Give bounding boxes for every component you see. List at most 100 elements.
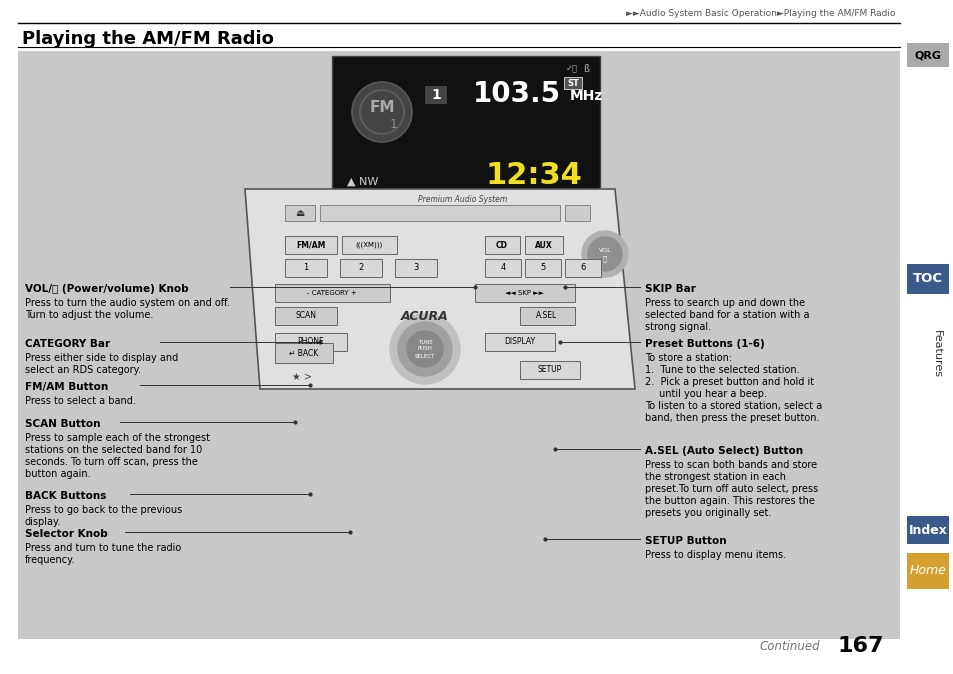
Polygon shape (245, 189, 635, 389)
Text: VOL/⏻ (Power/volume) Knob: VOL/⏻ (Power/volume) Knob (25, 284, 189, 294)
Bar (274, 284, 390, 302)
Text: SELECT: SELECT (415, 353, 435, 359)
Text: the button again. This restores the: the button again. This restores the (644, 496, 814, 506)
Text: 1: 1 (303, 264, 309, 272)
Text: Selector Knob: Selector Knob (25, 529, 108, 539)
Text: 1: 1 (431, 88, 440, 102)
Text: To listen to a stored station, select a: To listen to a stored station, select a (644, 401, 821, 411)
Bar (906, 516, 948, 544)
Circle shape (352, 82, 412, 142)
Text: seconds. To turn off scan, press the: seconds. To turn off scan, press the (25, 457, 197, 467)
Text: SETUP: SETUP (537, 365, 561, 375)
Bar (341, 236, 396, 254)
Text: Features: Features (931, 330, 941, 378)
Text: Press to search up and down the: Press to search up and down the (644, 298, 804, 308)
Text: FM/AM Button: FM/AM Button (25, 382, 108, 392)
Text: - CATEGORY +: - CATEGORY + (307, 290, 356, 296)
Text: A.SEL (Auto Select) Button: A.SEL (Auto Select) Button (644, 446, 802, 456)
Circle shape (390, 314, 459, 384)
Bar (519, 307, 575, 325)
Bar (475, 284, 575, 302)
Text: SETUP Button: SETUP Button (644, 536, 726, 546)
Text: 5: 5 (539, 264, 545, 272)
Text: Press to scan both bands and store: Press to scan both bands and store (644, 460, 817, 470)
Text: AUX: AUX (535, 241, 553, 249)
Text: button again.: button again. (25, 469, 91, 479)
Bar (484, 236, 519, 254)
Bar (285, 236, 336, 254)
Text: (((XM))): (((XM))) (355, 242, 382, 248)
Text: 1.  Tune to the selected station.: 1. Tune to the selected station. (644, 365, 799, 375)
Text: Press to turn the audio system on and off.: Press to turn the audio system on and of… (25, 298, 230, 308)
Bar (424, 86, 447, 104)
Text: ST: ST (566, 78, 578, 88)
Text: select an RDS category.: select an RDS category. (25, 365, 141, 375)
Text: ⏏: ⏏ (295, 208, 304, 218)
Bar (395, 259, 436, 277)
Text: 2.  Pick a preset button and hold it: 2. Pick a preset button and hold it (644, 377, 813, 387)
Text: TUNE: TUNE (417, 340, 432, 344)
Text: strong signal.: strong signal. (644, 322, 710, 332)
Text: PUSH: PUSH (417, 346, 432, 352)
Bar (332, 56, 599, 194)
Text: 4: 4 (500, 264, 505, 272)
Bar (484, 259, 520, 277)
Bar (274, 333, 347, 351)
Text: To store a station:: To store a station: (644, 353, 731, 363)
Bar (18, 51, 899, 639)
Circle shape (407, 331, 442, 367)
Text: 167: 167 (837, 636, 883, 656)
Bar (484, 333, 555, 351)
Bar (564, 205, 589, 221)
Text: Turn to adjust the volume.: Turn to adjust the volume. (25, 310, 153, 320)
Circle shape (587, 237, 621, 271)
Bar (906, 43, 948, 67)
Text: the strongest station in each: the strongest station in each (644, 472, 785, 482)
Bar (906, 264, 948, 294)
Text: Press to display menu items.: Press to display menu items. (644, 550, 785, 560)
Text: CATEGORY Bar: CATEGORY Bar (25, 339, 110, 349)
Text: SCAN: SCAN (295, 311, 316, 321)
Bar (319, 205, 559, 221)
Text: ★ >: ★ > (292, 372, 312, 382)
Bar (339, 259, 381, 277)
Text: 3: 3 (413, 264, 418, 272)
Text: ↵ BACK: ↵ BACK (289, 348, 318, 357)
Text: preset.To turn off auto select, press: preset.To turn off auto select, press (644, 484, 818, 494)
Text: Playing the AM/FM Radio: Playing the AM/FM Radio (22, 30, 274, 48)
Text: Press to sample each of the strongest: Press to sample each of the strongest (25, 433, 210, 443)
Text: 2: 2 (358, 264, 363, 272)
Text: presets you originally set.: presets you originally set. (644, 508, 771, 518)
Text: ►►Audio System Basic Operation►Playing the AM/FM Radio: ►►Audio System Basic Operation►Playing t… (626, 9, 895, 18)
Text: Index: Index (907, 524, 946, 537)
Text: selected band for a station with a: selected band for a station with a (644, 310, 809, 320)
Text: stations on the selected band for 10: stations on the selected band for 10 (25, 445, 202, 455)
Text: SCAN Button: SCAN Button (25, 419, 100, 429)
Bar (274, 343, 333, 363)
Text: TOC: TOC (912, 272, 942, 286)
Text: Press to go back to the previous: Press to go back to the previous (25, 505, 182, 515)
Text: ▲ NW: ▲ NW (347, 177, 378, 187)
Bar (904, 0, 953, 674)
Text: BACK Buttons: BACK Buttons (25, 491, 107, 501)
Circle shape (581, 231, 627, 277)
Text: Premium Audio System: Premium Audio System (417, 195, 507, 204)
Text: until you hear a beep.: until you hear a beep. (659, 389, 766, 399)
Text: FM: FM (369, 100, 395, 115)
Text: VOL: VOL (598, 249, 611, 253)
Text: Home: Home (908, 565, 945, 578)
Bar (564, 259, 600, 277)
Text: FM/AM: FM/AM (296, 241, 325, 249)
Text: Press and turn to tune the radio: Press and turn to tune the radio (25, 543, 181, 553)
Text: Preset Buttons (1-6): Preset Buttons (1-6) (644, 339, 764, 349)
Text: display.: display. (25, 517, 61, 527)
Text: ⏻: ⏻ (602, 255, 606, 262)
Text: PHONE: PHONE (297, 338, 324, 346)
Text: Press to select a band.: Press to select a band. (25, 396, 135, 406)
Bar (524, 236, 562, 254)
Text: SKIP Bar: SKIP Bar (644, 284, 695, 294)
Bar (519, 361, 579, 379)
Bar (274, 307, 336, 325)
Text: ✓⦿: ✓⦿ (565, 64, 578, 73)
Text: Continued: Continued (759, 640, 820, 652)
